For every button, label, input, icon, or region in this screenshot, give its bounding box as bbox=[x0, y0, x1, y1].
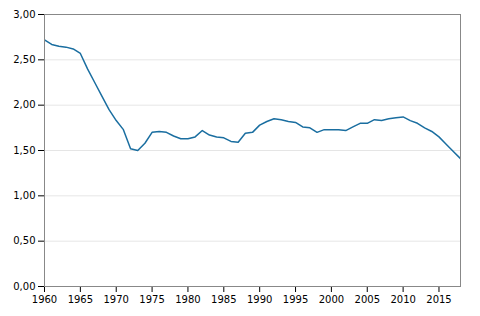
svg-text:1980: 1980 bbox=[175, 294, 200, 305]
svg-text:1975: 1975 bbox=[139, 294, 164, 305]
svg-text:3,00: 3,00 bbox=[13, 9, 35, 20]
svg-text:1,50: 1,50 bbox=[13, 145, 35, 156]
svg-text:1,00: 1,00 bbox=[13, 190, 35, 201]
svg-text:1965: 1965 bbox=[68, 294, 93, 305]
svg-text:2000: 2000 bbox=[319, 294, 344, 305]
svg-text:1960: 1960 bbox=[32, 294, 57, 305]
svg-text:1985: 1985 bbox=[211, 294, 236, 305]
svg-text:1990: 1990 bbox=[247, 294, 272, 305]
svg-text:2015: 2015 bbox=[426, 294, 451, 305]
svg-text:1970: 1970 bbox=[103, 294, 128, 305]
svg-text:2,50: 2,50 bbox=[13, 54, 35, 65]
svg-text:2,00: 2,00 bbox=[13, 99, 35, 110]
svg-text:2010: 2010 bbox=[390, 294, 415, 305]
svg-text:2005: 2005 bbox=[355, 294, 380, 305]
svg-text:0,50: 0,50 bbox=[13, 235, 35, 246]
svg-text:1995: 1995 bbox=[283, 294, 308, 305]
svg-text:0,00: 0,00 bbox=[13, 281, 35, 292]
